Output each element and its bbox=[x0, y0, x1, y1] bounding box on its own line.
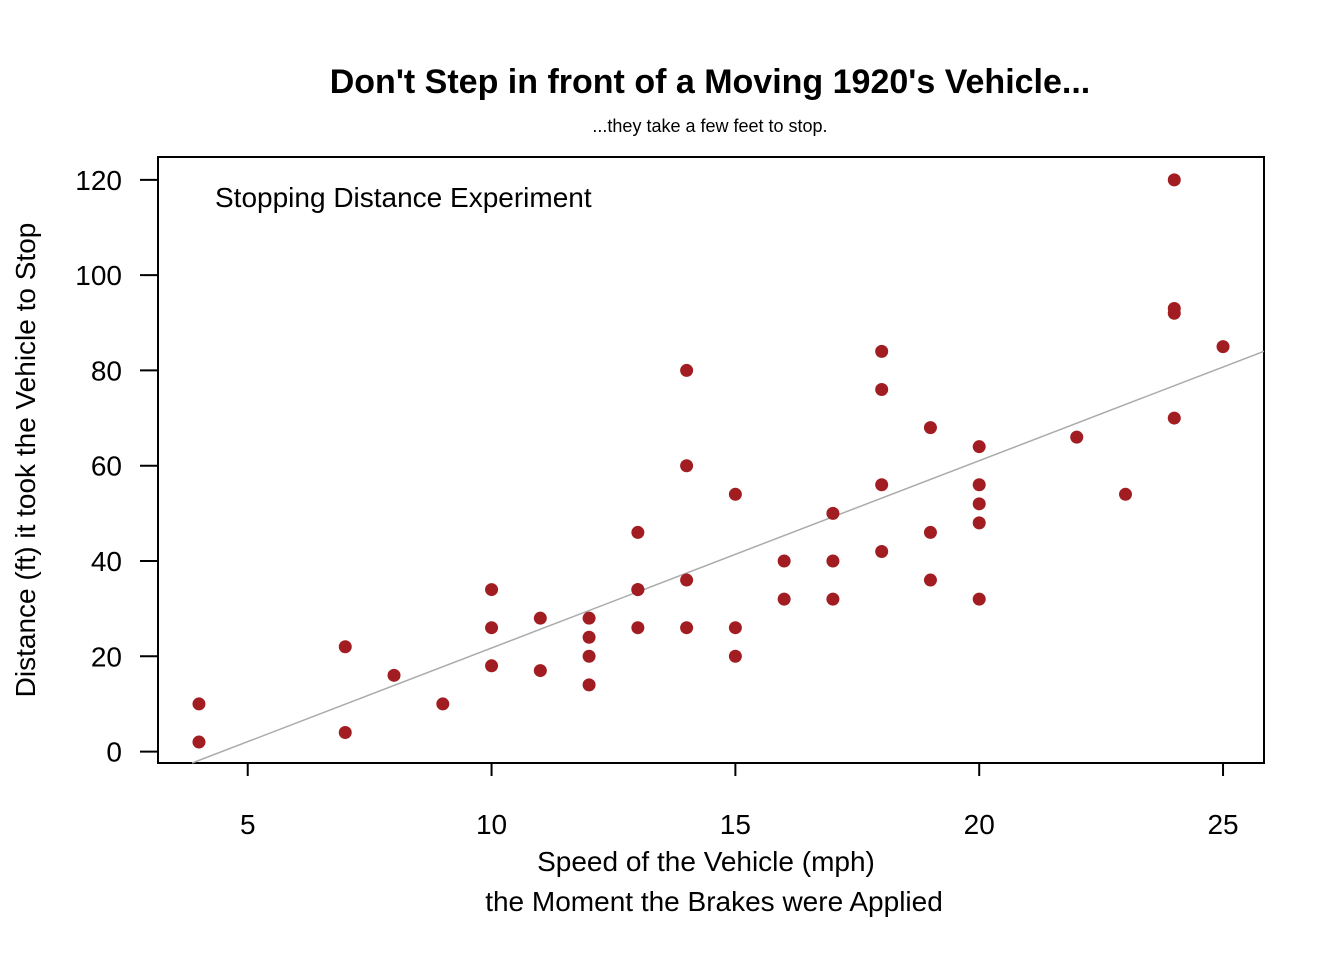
data-point bbox=[485, 659, 499, 673]
data-point bbox=[1167, 411, 1181, 425]
y-axis-label: Distance (ft) it took the Vehicle to Sto… bbox=[10, 223, 41, 698]
regression-line bbox=[191, 350, 1265, 764]
data-point bbox=[680, 621, 694, 635]
data-point bbox=[777, 592, 791, 606]
plot-frame bbox=[157, 156, 1265, 764]
y-axis: 0 20 40 60 80 100 120 bbox=[75, 165, 158, 768]
data-points bbox=[192, 173, 1230, 749]
data-point bbox=[192, 697, 206, 711]
data-point bbox=[582, 630, 596, 644]
x-axis-sublabel: the Moment the Brakes were Applied bbox=[485, 886, 943, 917]
data-point bbox=[387, 668, 401, 682]
data-point bbox=[485, 583, 499, 597]
x-tick-label: 25 bbox=[1207, 809, 1238, 840]
data-point bbox=[582, 678, 596, 692]
data-point bbox=[680, 363, 694, 377]
data-point bbox=[728, 649, 742, 663]
data-point bbox=[192, 735, 206, 749]
y-tick-label: 80 bbox=[91, 355, 122, 386]
data-point bbox=[533, 664, 547, 678]
data-point bbox=[826, 506, 840, 520]
data-point bbox=[1216, 340, 1230, 354]
data-point bbox=[582, 611, 596, 625]
data-point bbox=[972, 440, 986, 454]
x-tick-label: 10 bbox=[476, 809, 507, 840]
y-tick-label: 40 bbox=[91, 546, 122, 577]
data-point bbox=[728, 621, 742, 635]
data-point bbox=[923, 421, 937, 435]
chart-title: Don't Step in front of a Moving 1920's V… bbox=[330, 63, 1091, 101]
data-point bbox=[680, 573, 694, 587]
data-point bbox=[875, 382, 889, 396]
data-point bbox=[631, 621, 645, 635]
data-point bbox=[777, 554, 791, 568]
data-point bbox=[826, 554, 840, 568]
data-point bbox=[436, 697, 450, 711]
y-tick-label: 100 bbox=[75, 260, 122, 291]
data-point bbox=[923, 573, 937, 587]
data-point bbox=[972, 478, 986, 492]
data-point bbox=[533, 611, 547, 625]
data-point bbox=[826, 592, 840, 606]
data-point bbox=[875, 344, 889, 358]
data-point bbox=[1167, 173, 1181, 187]
data-point bbox=[972, 497, 986, 511]
data-point bbox=[1167, 302, 1181, 315]
data-point bbox=[631, 583, 645, 597]
y-tick-label: 60 bbox=[91, 451, 122, 482]
data-point bbox=[338, 726, 352, 740]
data-point bbox=[923, 525, 937, 539]
data-point bbox=[1070, 430, 1084, 444]
y-tick-label: 120 bbox=[75, 165, 122, 196]
x-axis: 5 10 15 20 25 bbox=[240, 763, 1239, 840]
chart-subtitle: ...they take a few feet to stop. bbox=[592, 116, 827, 136]
data-point bbox=[485, 621, 499, 635]
data-point bbox=[1119, 487, 1133, 501]
data-point bbox=[631, 525, 645, 539]
y-tick-label: 0 bbox=[106, 737, 122, 768]
data-point bbox=[728, 487, 742, 501]
data-point bbox=[680, 459, 694, 473]
plot-annotation: Stopping Distance Experiment bbox=[215, 182, 592, 213]
data-point bbox=[875, 478, 889, 492]
data-point bbox=[875, 544, 889, 558]
x-tick-label: 20 bbox=[964, 809, 995, 840]
x-tick-label: 5 bbox=[240, 809, 256, 840]
data-point bbox=[972, 592, 986, 606]
x-tick-label: 15 bbox=[720, 809, 751, 840]
data-point bbox=[338, 640, 352, 654]
x-axis-label: Speed of the Vehicle (mph) bbox=[537, 846, 875, 877]
data-point bbox=[972, 516, 986, 530]
data-point bbox=[582, 649, 596, 663]
y-tick-label: 20 bbox=[91, 641, 122, 672]
